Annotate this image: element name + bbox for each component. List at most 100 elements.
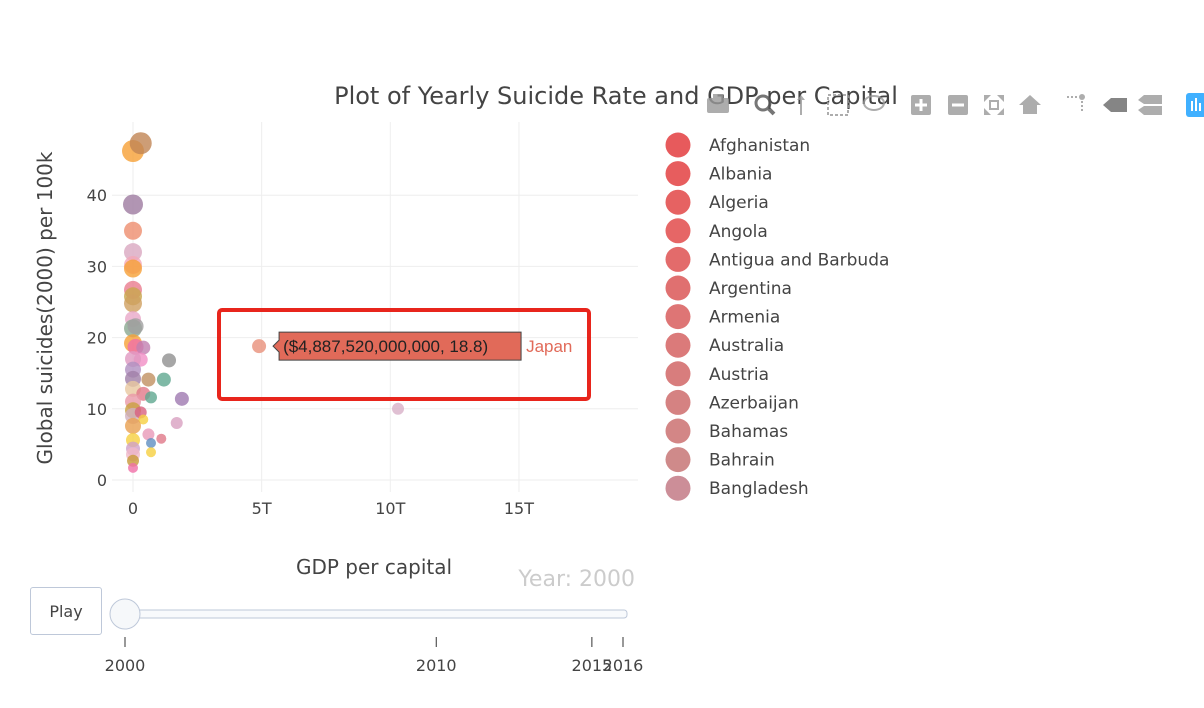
- play-button[interactable]: Play: [30, 587, 102, 635]
- legend-label: Angola: [709, 222, 768, 242]
- legend-marker: [665, 361, 691, 387]
- data-point[interactable]: [124, 294, 142, 313]
- legend-item[interactable]: Algeria: [665, 189, 769, 215]
- legend-marker: [665, 304, 691, 330]
- legend-label: Albania: [709, 165, 772, 185]
- axes: GDP per capital Global suicides(2000) pe…: [33, 151, 534, 579]
- legend-item[interactable]: Australia: [665, 332, 785, 358]
- legend-item[interactable]: Bangladesh: [665, 475, 809, 501]
- scatter-points: [122, 132, 405, 473]
- data-point[interactable]: [123, 194, 143, 215]
- legend-label: Austria: [709, 365, 769, 385]
- slider-handle[interactable]: [109, 598, 141, 630]
- legend-marker: [665, 132, 691, 158]
- data-point[interactable]: [136, 340, 151, 355]
- legend-label: Bahamas: [709, 422, 788, 442]
- plotly-logo-icon[interactable]: [1186, 93, 1204, 117]
- data-point[interactable]: [125, 417, 141, 434]
- box-select-icon[interactable]: [827, 94, 849, 116]
- hover-value: ($4,887,520,000,000, 18.8): [283, 337, 488, 356]
- legend-label: Armenia: [709, 308, 780, 328]
- legend-item[interactable]: Bahamas: [665, 418, 789, 444]
- y-tick-label: 10: [87, 400, 107, 419]
- data-point[interactable]: [146, 437, 157, 448]
- data-point[interactable]: [146, 447, 157, 458]
- legend-label: Argentina: [709, 279, 792, 299]
- lasso-icon[interactable]: [863, 95, 885, 111]
- legend-marker: [665, 475, 691, 501]
- zoom-out-icon[interactable]: [948, 95, 968, 115]
- data-point[interactable]: [156, 372, 171, 387]
- data-point[interactable]: [124, 243, 142, 262]
- data-point[interactable]: [142, 428, 155, 441]
- legend-marker: [665, 332, 691, 358]
- legend-label: Bahrain: [709, 451, 775, 471]
- legend-item[interactable]: Argentina: [665, 275, 792, 301]
- legend-marker: [665, 447, 691, 473]
- slider-rail[interactable]: [120, 609, 628, 619]
- legend-label: Australia: [709, 336, 784, 356]
- y-tick-label: 30: [87, 257, 107, 276]
- data-point[interactable]: [174, 391, 189, 406]
- data-point[interactable]: [156, 433, 167, 444]
- legend-label: Antigua and Barbuda: [709, 250, 889, 270]
- hover-box: [272, 331, 522, 361]
- data-point[interactable]: [128, 462, 138, 473]
- legend-label: Afghanistan: [709, 136, 810, 156]
- highlight-box: [217, 308, 591, 401]
- legend-item[interactable]: Armenia: [665, 304, 781, 330]
- data-point[interactable]: [124, 259, 142, 278]
- reset-axes-icon[interactable]: [1019, 95, 1041, 114]
- hover-series-name: Japan: [526, 337, 572, 356]
- data-point[interactable]: [145, 391, 158, 404]
- legend-item[interactable]: Afghanistan: [665, 132, 811, 158]
- camera-icon[interactable]: [707, 94, 729, 113]
- legend-marker: [665, 246, 691, 272]
- data-point[interactable]: [127, 318, 144, 335]
- y-tick-label: 40: [87, 186, 107, 205]
- data-point[interactable]: [138, 414, 149, 425]
- legend-item[interactable]: Antigua and Barbuda: [665, 246, 890, 272]
- x-tick-label: 15T: [504, 499, 534, 518]
- legend-label: Azerbaijan: [709, 393, 799, 413]
- data-point[interactable]: [141, 372, 156, 387]
- x-tick-label: 10T: [375, 499, 405, 518]
- data-point[interactable]: [129, 132, 152, 155]
- data-point[interactable]: [252, 339, 267, 354]
- legend-item[interactable]: Bahrain: [665, 447, 775, 473]
- slider-tick-label: 2010: [416, 656, 457, 675]
- legend-marker: [665, 389, 691, 415]
- grid: [112, 122, 638, 492]
- zoom-icon[interactable]: [754, 94, 776, 116]
- legend-marker: [665, 189, 691, 215]
- legend-item[interactable]: Angola: [665, 218, 768, 244]
- legend-item[interactable]: Azerbaijan: [665, 389, 799, 415]
- data-point[interactable]: [162, 353, 177, 368]
- frame-year-label: Year: 2000: [517, 567, 635, 592]
- slider-tick-label: 2016: [603, 656, 644, 675]
- legend-item[interactable]: Albania: [665, 161, 773, 187]
- autoscale-icon[interactable]: [984, 95, 1004, 115]
- legend: Afghanistan Albania Algeria Angola Antigua a…: [665, 132, 890, 501]
- slider-tick-label: 2000: [105, 656, 146, 675]
- pan-icon[interactable]: [797, 95, 805, 115]
- data-point[interactable]: [170, 417, 183, 430]
- hover-closest-icon[interactable]: [1103, 98, 1127, 112]
- legend-item[interactable]: Austria: [665, 361, 770, 387]
- data-point[interactable]: [392, 402, 405, 415]
- spike-lines-icon[interactable]: [1067, 94, 1085, 113]
- slider-tick-label: 2015: [572, 656, 613, 675]
- hover-compare-icon[interactable]: [1138, 95, 1162, 115]
- data-point[interactable]: [124, 221, 142, 240]
- zoom-in-icon[interactable]: [911, 95, 931, 115]
- hover-label: ($4,887,520,000,000, 18.8) Japan: [272, 331, 572, 361]
- legend-marker: [665, 418, 691, 444]
- y-tick-label: 20: [87, 329, 107, 348]
- y-tick-label: 0: [97, 471, 107, 490]
- chart-title: Plot of Yearly Suicide Rate and GDP per …: [334, 82, 898, 110]
- modebar: [707, 93, 1204, 117]
- data-point[interactable]: [127, 454, 139, 467]
- legend-marker: [665, 161, 691, 187]
